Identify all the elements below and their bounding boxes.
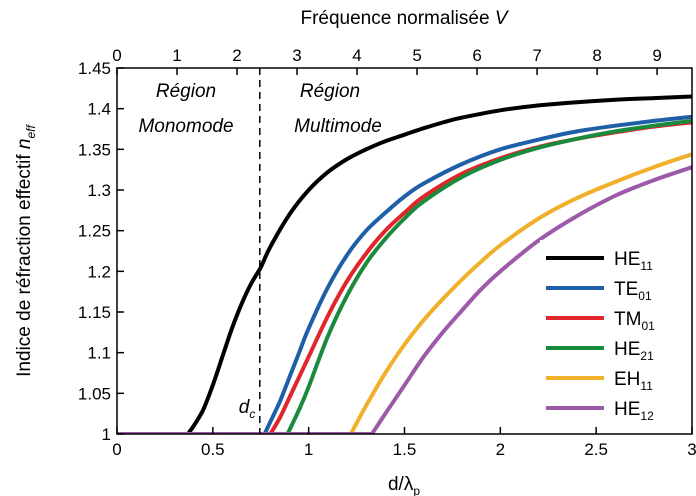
top-tick-label: 3 [292, 46, 301, 65]
x-tick-label: 1.5 [393, 440, 417, 459]
legend-entry-name: TE [614, 279, 638, 300]
cutoff-layer: dc [239, 68, 261, 434]
top-tick-label: 5 [412, 46, 421, 65]
y-tick-label: 1.4 [87, 100, 111, 119]
y-axis-title-main: Indice de réfraction effectif [14, 149, 35, 377]
legend-entry-sub: 01 [638, 289, 652, 303]
y-tick-label: 1.35 [78, 140, 111, 159]
top-tick-label: 7 [532, 46, 541, 65]
series-line-he11 [186, 94, 692, 434]
top-tick-label: 6 [472, 46, 481, 65]
top-tick-label: 0 [112, 46, 121, 65]
legend-entry: TE01 [614, 279, 652, 303]
region-labels: Région Monomode Région Multimode [138, 81, 381, 137]
y-tick-label: 1.2 [87, 262, 111, 281]
series-line-eh11 [349, 152, 692, 434]
x-tick-label: 1 [304, 440, 313, 459]
x-tick-label: 2.5 [584, 440, 608, 459]
region-multimode-line1: Région [300, 81, 360, 102]
x-axis-title-main: d/λ [388, 474, 414, 495]
series-line-te01 [262, 114, 692, 434]
legend-entry-name: HE [614, 249, 640, 270]
cutoff-label: dc [239, 397, 256, 421]
top-tick-label: 4 [352, 46, 361, 65]
y-axis-title: Indice de réfraction effectif neff [14, 123, 38, 376]
series-line-he21 [285, 118, 692, 434]
legend-entry-sub: 21 [640, 349, 654, 363]
legend-entry: HE11 [614, 249, 653, 273]
legend-entry-sub: 11 [640, 379, 653, 393]
top-axis: 0 1 2 3 4 5 6 7 8 9 [112, 46, 662, 75]
y-tick-label: 1 [102, 425, 111, 444]
cutoff-label-main: d [239, 397, 251, 418]
cutoff-label-sub: c [249, 407, 255, 421]
x-tick-label: 0 [112, 440, 121, 459]
bottom-axis: 0 0.5 1 1.5 2 2.5 3 [112, 427, 696, 459]
top-tick-label: 1 [172, 46, 181, 65]
top-axis-title-main: Fréquence normalisée [300, 8, 494, 29]
legend-entry-name: HE [614, 399, 640, 420]
legend-entry: HE21 [614, 339, 654, 363]
x-tick-label: 2 [496, 440, 505, 459]
legend-entry-name: TM [614, 309, 641, 330]
y-axis-title-var: n [14, 138, 35, 149]
mode-curves [117, 94, 692, 434]
x-axis-title: d/λp [388, 474, 420, 496]
x-tick-label: 3 [687, 440, 696, 459]
y-tick-label: 1.25 [78, 222, 111, 241]
legend-entry-sub: 12 [640, 409, 654, 423]
y-tick-label: 1.05 [78, 384, 111, 403]
y-tick-label: 1.15 [78, 303, 111, 322]
top-axis-title-var: V [495, 8, 510, 29]
legend-entry-name: HE [614, 339, 640, 360]
y-tick-label: 1.3 [87, 181, 111, 200]
legend-entry: HE12 [614, 399, 654, 423]
region-multimode-line2: Multimode [294, 116, 382, 137]
top-tick-label: 8 [592, 46, 601, 65]
legend-entry-name: EH [614, 369, 640, 390]
region-monomode-line2: Monomode [138, 116, 233, 137]
y-tick-label: 1.45 [78, 59, 111, 78]
top-axis-title: Fréquence normalisée V [300, 8, 509, 29]
top-tick-label: 9 [652, 46, 661, 65]
region-monomode-line1: Région [156, 81, 216, 102]
legend-background [540, 240, 688, 426]
legend-entry: EH11 [614, 369, 653, 393]
x-tick-label: 0.5 [201, 440, 225, 459]
top-tick-label: 2 [232, 46, 241, 65]
legend-entry: TM01 [614, 309, 655, 333]
y-axis-title-sub: eff [24, 123, 38, 138]
x-axis-title-sub: p [413, 484, 420, 496]
legend-entry-sub: 11 [640, 259, 653, 273]
series-line-he12 [370, 165, 692, 434]
legend-entry-sub: 01 [641, 319, 655, 333]
left-axis: 1 1.05 1.1 1.15 1.2 1.25 1.3 1.35 1.4 1.45 [78, 59, 124, 444]
y-tick-label: 1.1 [87, 344, 111, 363]
